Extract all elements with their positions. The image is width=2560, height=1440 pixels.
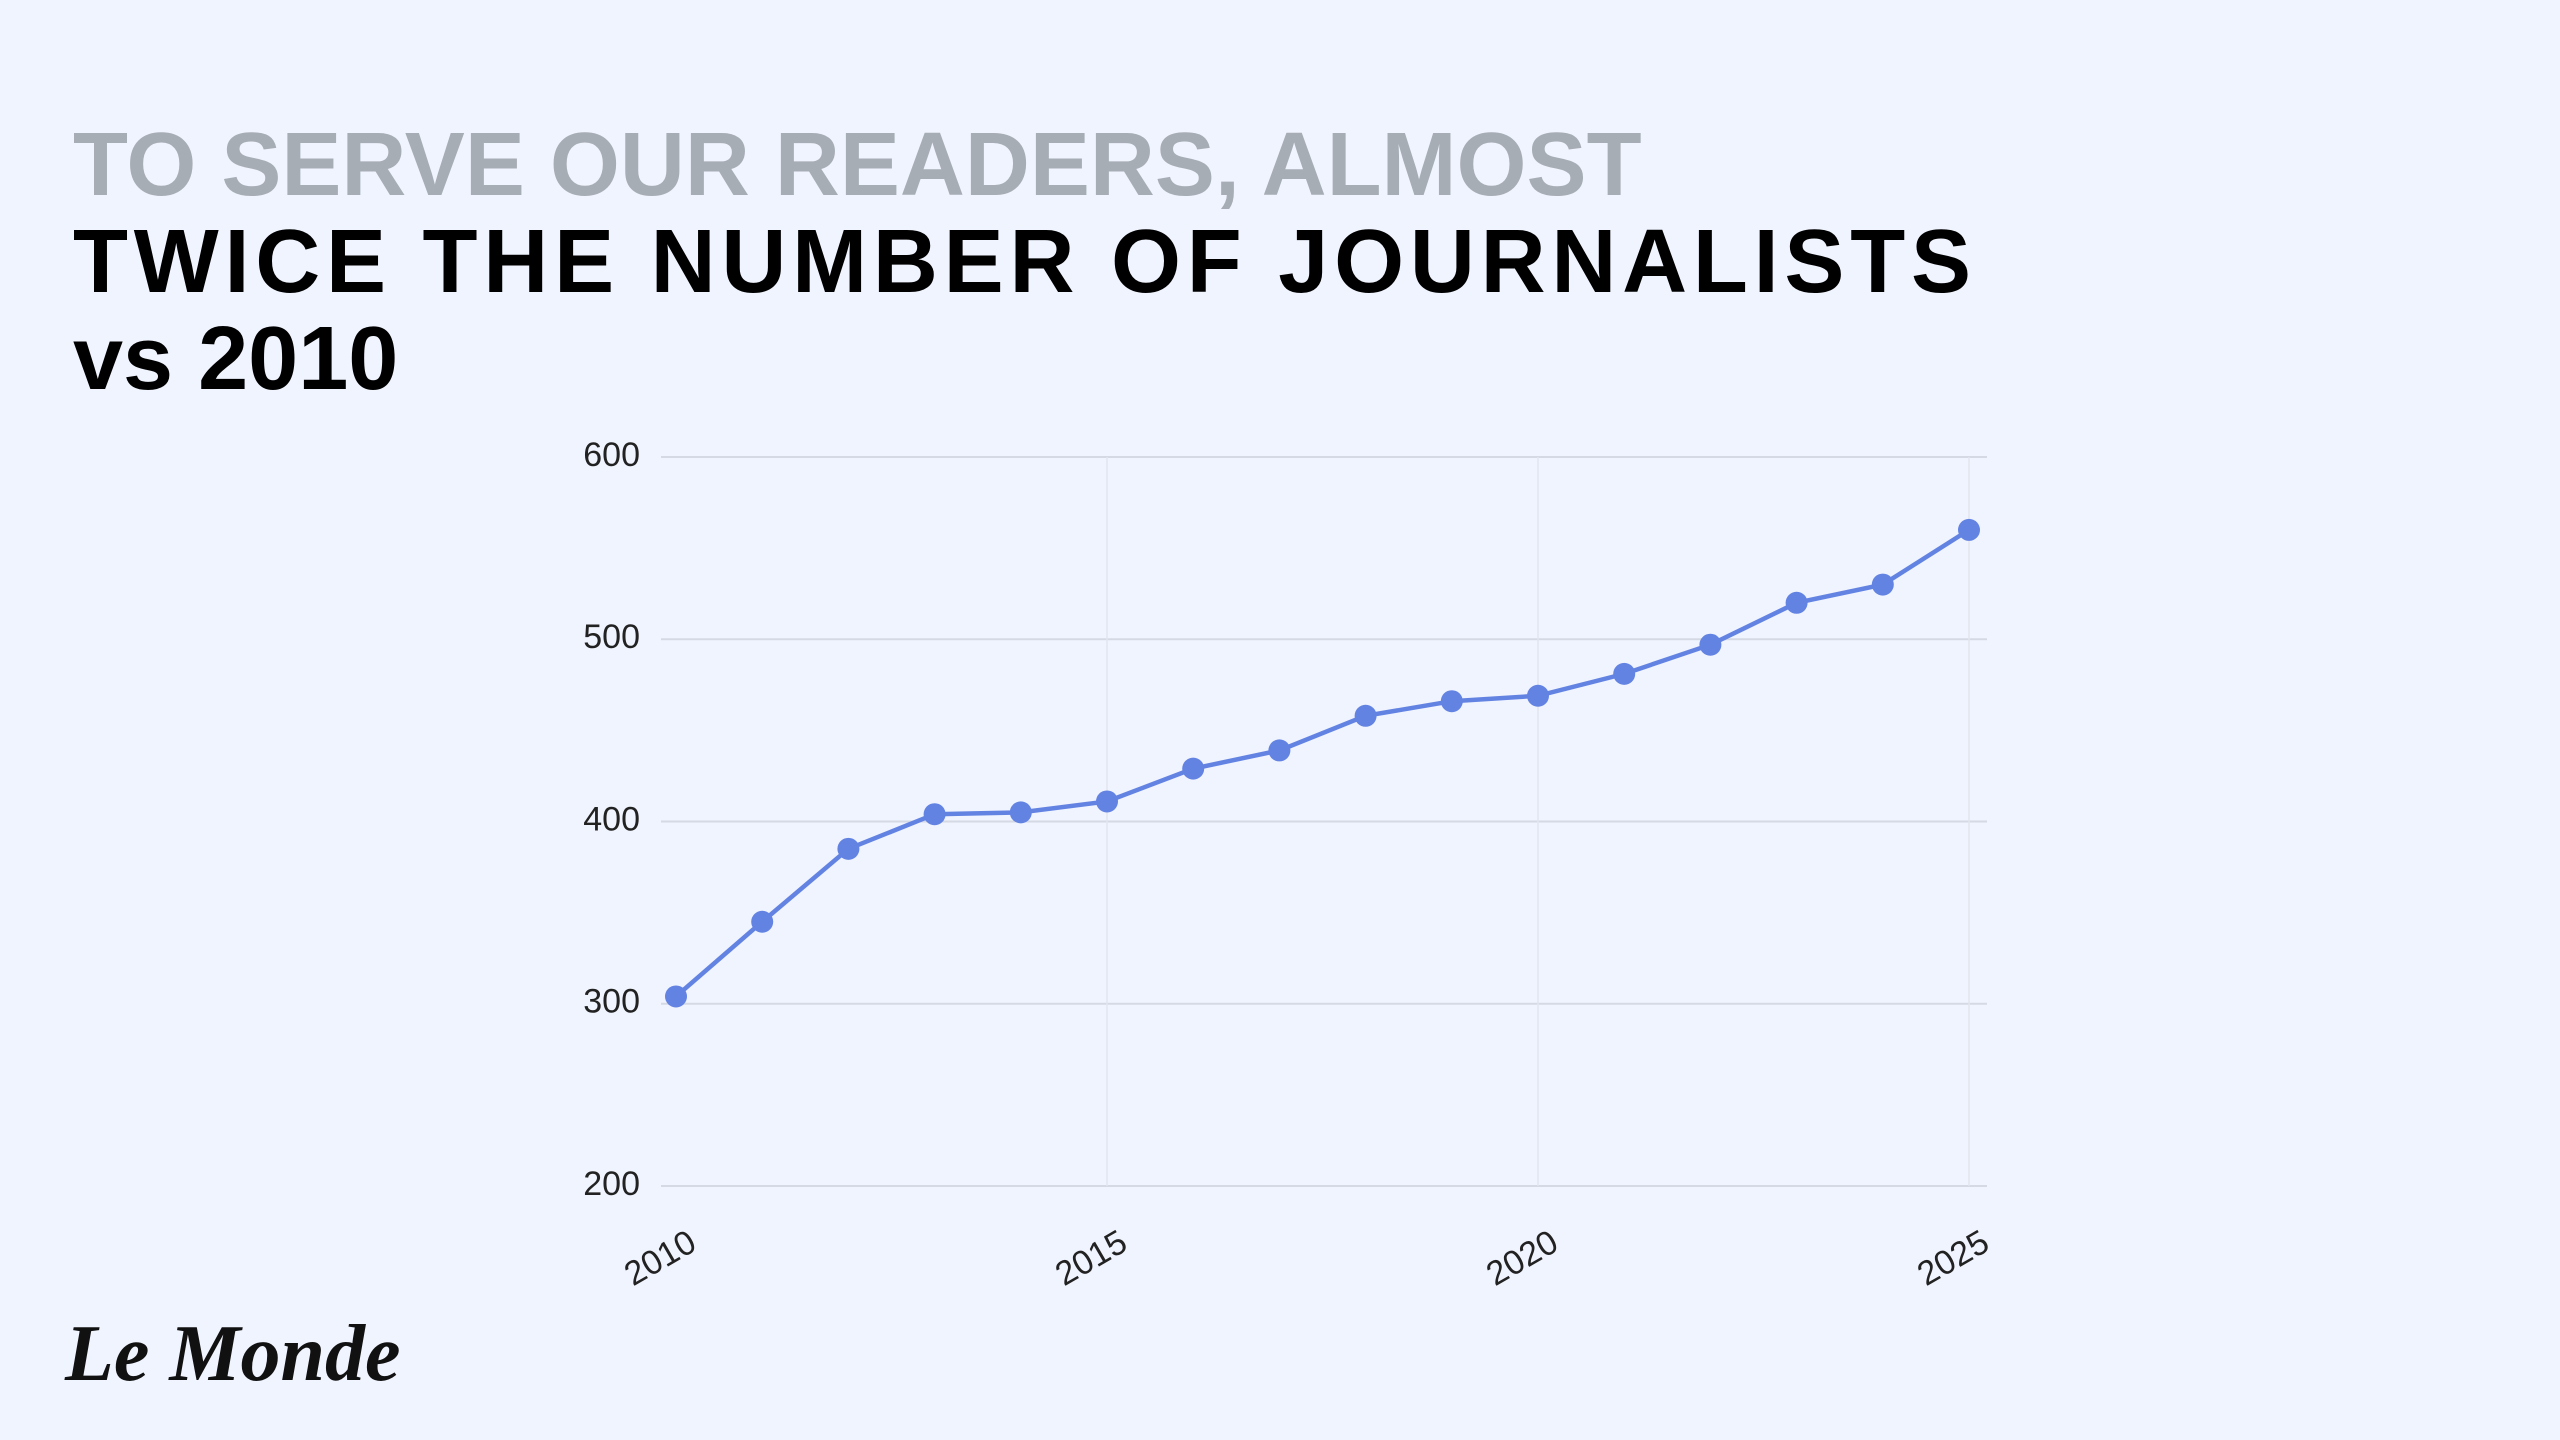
x-tick-label: 2025: [1911, 1223, 1996, 1294]
title-line: TO SERVE OUR READERS, ALMOST: [73, 115, 1642, 215]
point: [1958, 518, 1980, 541]
point: [837, 837, 860, 860]
point: [1871, 573, 1894, 596]
point: [1527, 684, 1549, 707]
point: [1182, 757, 1205, 780]
line: [674, 527, 1971, 999]
point: [1009, 801, 1032, 824]
point: [1268, 739, 1291, 762]
y-tick-label: 500: [583, 618, 640, 656]
y-tick-label: 200: [583, 1165, 640, 1203]
x-tick-label: 2010: [618, 1223, 703, 1294]
title-line: vs 2010: [73, 309, 398, 409]
point: [665, 985, 687, 1008]
point: [923, 803, 946, 826]
point: [1096, 790, 1118, 813]
point: [751, 910, 774, 933]
y-tick-label: 600: [583, 436, 640, 474]
point: [1785, 591, 1808, 614]
x-tick-label: 2015: [1049, 1223, 1134, 1294]
y-tick-label: 400: [583, 800, 640, 838]
point: [1440, 690, 1463, 713]
point: [1613, 662, 1636, 685]
point: [1354, 704, 1377, 727]
title-line: TWICE THE NUMBER OF JOURNALISTS: [73, 212, 1971, 312]
point: [1699, 633, 1722, 656]
y-tick-label: 300: [583, 983, 640, 1021]
logo: Le Monde: [64, 1310, 401, 1398]
x-tick-label: 2020: [1480, 1223, 1565, 1294]
